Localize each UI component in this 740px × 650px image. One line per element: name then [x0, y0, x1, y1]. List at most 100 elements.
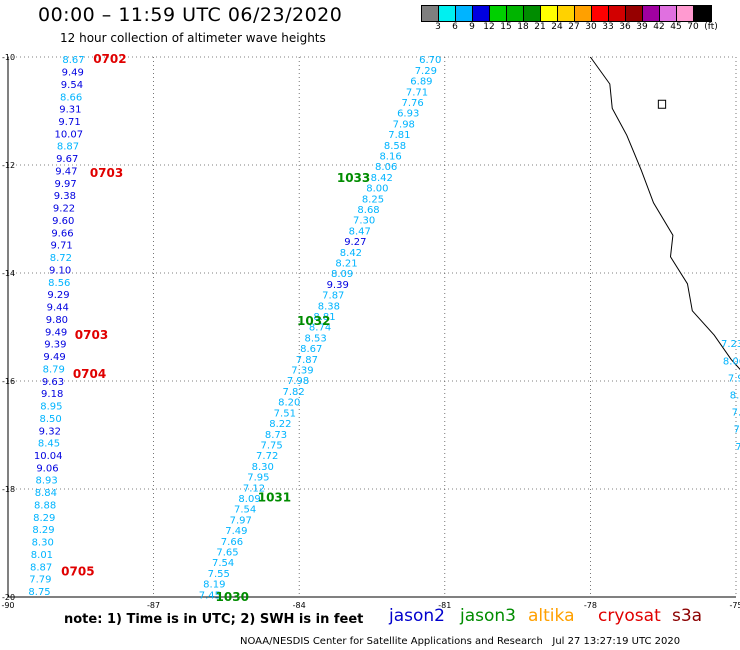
swh-value-west-track: 9.49: [62, 68, 84, 79]
swh-value-west-track: 9.32: [39, 426, 61, 437]
lat-tick-label: -14: [2, 269, 15, 278]
pass-time-label: 0703: [75, 328, 108, 342]
swh-value-west-track: 9.97: [54, 179, 76, 190]
swh-value-coast-track: 7.9: [728, 373, 740, 384]
swh-value-main-track: 7.29: [415, 66, 437, 77]
lon-tick-label: -84: [293, 601, 306, 610]
colorbar-swatch: [592, 6, 609, 21]
swh-value-main-track: 8.06: [375, 162, 397, 173]
colorbar-swatch: [694, 6, 711, 21]
swh-value-west-track: 8.93: [36, 476, 58, 487]
swh-value-main-track: 6.70: [419, 55, 441, 66]
swh-value-west-track: 9.60: [52, 216, 74, 227]
swh-value-west-track: 9.67: [56, 154, 78, 165]
coastline: [589, 56, 740, 370]
page-title: 00:00 – 11:59 UTC 06/23/2020: [38, 4, 343, 26]
pass-time-label: 0705: [61, 565, 94, 579]
swh-value-west-track: 8.29: [32, 525, 54, 536]
swh-value-west-track: 10.04: [34, 451, 63, 462]
swh-value-main-track: 8.16: [379, 151, 401, 162]
swh-value-main-track: 8.67: [300, 344, 322, 355]
swh-value-main-track: 8.38: [318, 301, 340, 312]
lat-lon-grid: [7, 56, 737, 598]
swh-value-main-track: 7.55: [208, 569, 230, 580]
swh-value-west-track: 9.66: [51, 228, 73, 239]
swh-value-main-track: 7.45: [199, 590, 221, 601]
swh-value-west-track: 9.71: [58, 117, 80, 128]
colorbar-label: 42: [653, 22, 665, 32]
swh-value-west-track: 10.07: [54, 129, 83, 140]
swh-value-coast-track: 7.23: [721, 339, 740, 350]
swh-value-west-track: 8.50: [39, 414, 61, 425]
colorbar-swatch: [439, 6, 456, 21]
colorbar-unit: (ft): [704, 22, 718, 32]
pass-time-label: 0702: [93, 52, 126, 66]
colorbar-label: 6: [452, 22, 458, 32]
swh-value-west-track: 9.06: [36, 463, 58, 474]
colorbar-swatch: [422, 6, 439, 21]
swh-value-west-track: 9.22: [53, 204, 75, 215]
swh-value-main-track: 7.72: [256, 451, 278, 462]
swh-value-main-track: 7.95: [247, 473, 269, 484]
colorbar-label: 33: [602, 22, 614, 32]
swh-value-main-track: 7.54: [212, 558, 234, 569]
colorbar-swatch: [473, 6, 490, 21]
swh-value-coast-track: 8.1: [730, 391, 740, 402]
swh-value-main-track: 8.47: [349, 226, 371, 237]
colorbar-swatch: [541, 6, 558, 21]
pass-time-label: 1032: [297, 314, 330, 328]
lat-tick-label: -12: [2, 161, 15, 170]
colorbar-swatch: [626, 6, 643, 21]
page-subtitle: 12 hour collection of altimeter wave hei…: [60, 31, 326, 45]
swh-value-main-track: 8.09: [238, 494, 260, 505]
pass-time-labels: 0702 0703 0703 0704 0705 1033 1032 1031 1030: [61, 52, 370, 604]
colorbar-label: 70: [687, 22, 699, 32]
colorbar-swatch: [677, 6, 694, 21]
colorbar-label: 27: [568, 22, 580, 32]
swh-value-main-track: 8.09: [331, 269, 353, 280]
swh-value-west-track: 9.71: [51, 241, 73, 252]
swh-value-main-track: 7.54: [234, 505, 256, 516]
colorbar-label: 15: [500, 22, 512, 32]
swh-value-west-track: 8.95: [40, 402, 62, 413]
swh-value-west-track: 8.01: [31, 550, 53, 561]
lat-tick-label: -10: [2, 53, 15, 62]
swh-value-main-track: 7.82: [282, 387, 304, 398]
swh-value-west-track: 9.80: [46, 315, 68, 326]
swh-value-west-track: 9.49: [45, 327, 67, 338]
swh-value-main-track: 8.81: [313, 312, 335, 323]
swh-value-west-track: 9.18: [41, 389, 63, 400]
swh-value-main-track: 8.73: [265, 430, 287, 441]
swh-value-main-track: 7.12: [243, 483, 265, 494]
swh-value-main-track: 7.65: [216, 547, 238, 558]
colorbar-swatch: [643, 6, 660, 21]
lake-outline: [657, 99, 667, 109]
swh-value-west-track: 8.87: [57, 142, 79, 153]
credit-line: NOAA/NESDIS Center for Satellite Applica…: [240, 636, 681, 647]
swh-value-main-track: 7.75: [260, 440, 282, 451]
lon-tick-label: -75: [729, 601, 740, 610]
swh-value-west-track: 9.31: [59, 105, 81, 116]
swh-value-main-track: 8.68: [357, 205, 379, 216]
swh-value-west-track: 9.29: [47, 290, 69, 301]
lat-tick-label: -16: [2, 377, 15, 386]
swh-value-coast-track: 7.5: [735, 442, 740, 453]
swh-value-west-track: 8.56: [48, 278, 70, 289]
swh-value-west-track: 8.75: [28, 587, 50, 598]
swh-value-main-track: 7.30: [353, 216, 375, 227]
swh-value-main-track: 7.98: [393, 119, 415, 130]
coastline-path: [589, 56, 740, 370]
colorbar-label: 12: [483, 22, 495, 32]
swh-value-main-track: 8.30: [252, 462, 274, 473]
swh-value-main-track: 7.87: [322, 291, 344, 302]
colorbar-swatch: [558, 6, 575, 21]
swh-value-main-track: 8.19: [203, 580, 225, 591]
swh-value-main-track: 8.74: [309, 323, 331, 334]
colorbar-swatch: [609, 6, 626, 21]
swh-value-main-track: 8.22: [269, 419, 291, 430]
swh-value-coast-track: 8.06: [723, 356, 740, 367]
colorbar-label: 24: [551, 22, 563, 32]
swh-value-main-track: 8.25: [362, 194, 384, 205]
note-text: note: 1) Time is in UTC; 2) SWH is in fe…: [64, 612, 364, 627]
